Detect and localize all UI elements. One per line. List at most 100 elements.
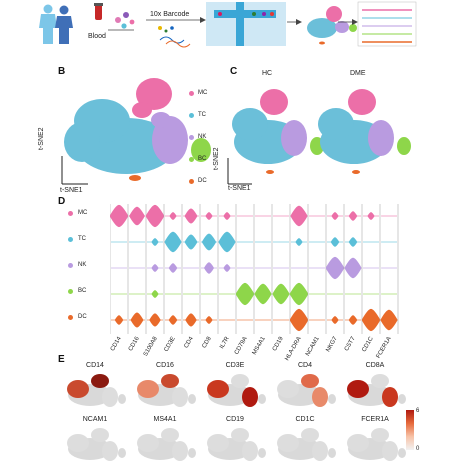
violin-shape [145, 204, 165, 228]
tsne-by-condition [227, 89, 411, 185]
panel-c-letter: C [230, 66, 238, 77]
tsne-overall [61, 78, 211, 185]
violin-shape [168, 263, 178, 273]
violin-gene-label: FCER1A [376, 336, 393, 360]
violin-gene-label: CD16 [128, 335, 141, 352]
legend-item-bc: BC [189, 148, 219, 170]
legend-label: DC [198, 178, 207, 184]
violin-shape [129, 206, 145, 226]
scale-bar [406, 410, 414, 450]
violin-shape [110, 204, 129, 228]
violin-shape [223, 264, 231, 272]
legend-item-mc: MC [189, 82, 219, 104]
row-label: DC [78, 314, 87, 320]
violin-shape [235, 282, 255, 306]
panel-d-letter: D [58, 196, 66, 207]
feature-plot: CD16 [132, 362, 198, 412]
workflow-diagram: Blood 10x Barcode [39, 1, 417, 48]
violin-shape [272, 283, 290, 305]
expression-color-scale: 6 0 [404, 408, 434, 470]
violin-shape [149, 313, 161, 327]
violin-shape [330, 237, 340, 247]
feature-plot-map [137, 374, 196, 407]
feature-plot: CD8A [342, 362, 408, 412]
legend-label: TC [198, 112, 206, 118]
violin-gene-label: S100A8 [143, 335, 159, 357]
panel-e-letter: E [58, 354, 65, 365]
violin-shape [151, 290, 159, 298]
violin-gene-label: NKG7 [325, 335, 339, 353]
violin-shape [223, 212, 231, 220]
feature-plot: CD19 [202, 416, 268, 466]
feature-plot-map [137, 428, 196, 461]
legend-label: BC [198, 156, 207, 162]
row-label: TC [78, 236, 86, 242]
feature-plot: CD3E [202, 362, 268, 412]
row-label: BC [78, 288, 87, 294]
violin-shape [254, 283, 272, 305]
legend-item-tc: TC [189, 104, 219, 126]
violin-row-bc: BC [68, 288, 86, 294]
tsne-y-label: t-SNE2 [38, 127, 45, 150]
row-label: NK [78, 262, 87, 268]
patient-icon [39, 4, 73, 44]
violin-shape [218, 231, 236, 253]
violin-gene-label: MS4A1 [252, 335, 267, 356]
violin-shape [130, 312, 144, 328]
violin-shape [331, 212, 339, 220]
violin-row-mc: MC [68, 210, 87, 216]
violin-shape [201, 233, 217, 251]
violin-shape [151, 238, 159, 246]
feature-plot: MS4A1 [132, 416, 198, 466]
blood-label: Blood [88, 33, 106, 40]
legend-dot [189, 178, 194, 184]
feature-plot-map [207, 374, 266, 407]
feature-plot-map [347, 428, 406, 461]
violin-row-nk: NK [68, 262, 86, 268]
violin-shape [348, 211, 358, 221]
feature-plot-map [67, 428, 126, 461]
violin-gene-label: CD79A [234, 336, 249, 356]
violin-shape [289, 308, 309, 332]
feature-plot-map [347, 374, 406, 407]
tsne-clusters [64, 78, 211, 181]
violin-shape [348, 237, 358, 247]
feature-plot: CD1C [272, 416, 338, 466]
scale-min-label: 0 [416, 446, 420, 452]
feature-plot-title: MS4A1 [153, 416, 177, 423]
row-dot [68, 236, 73, 242]
violin-shape [295, 238, 303, 246]
feature-plot-grid: CD14 CD16 CD3E CD4 CD8A NCAM1 MS4A1 CD19 CD1C FCE… [62, 362, 414, 474]
feature-plot: CD14 [62, 362, 128, 412]
violin-gene-label: NCAM1 [305, 335, 321, 357]
tsne-c-y-label: t-SNE2 [213, 147, 220, 170]
feature-plot-map [277, 374, 336, 407]
legend-label: MC [198, 90, 208, 96]
legend-item-nk: NK [189, 126, 219, 148]
feature-plot-map [67, 374, 126, 407]
legend-dot [189, 90, 194, 96]
barcode-beads [158, 26, 191, 48]
violin-shape [114, 315, 124, 325]
condition-hc-label: HC [262, 70, 273, 77]
feature-plot: NCAM1 [62, 416, 128, 466]
legend-dot [189, 112, 194, 118]
violin-shape [367, 212, 375, 220]
feature-plot-map [207, 428, 266, 461]
violin-shape [164, 231, 182, 253]
panel-a: Blood 10x Barcode [0, 0, 474, 58]
violin-shape [380, 309, 398, 331]
tsne-dme [318, 89, 411, 174]
panel-b-letter: B [58, 66, 66, 77]
row-dot [68, 262, 73, 268]
legend-item-dc: DC [189, 170, 219, 192]
feature-plot-title: CD1C [295, 416, 315, 423]
violin-gene-label: CD19 [272, 335, 285, 352]
row-dot [68, 210, 73, 216]
barcode-label: 10x Barcode [150, 11, 189, 18]
feature-plot-title: CD16 [156, 362, 174, 369]
violin-shape [169, 212, 177, 220]
violin-shape [325, 256, 345, 280]
blood-tube-icon [94, 3, 103, 20]
feature-plot-title: CD4 [297, 362, 312, 369]
